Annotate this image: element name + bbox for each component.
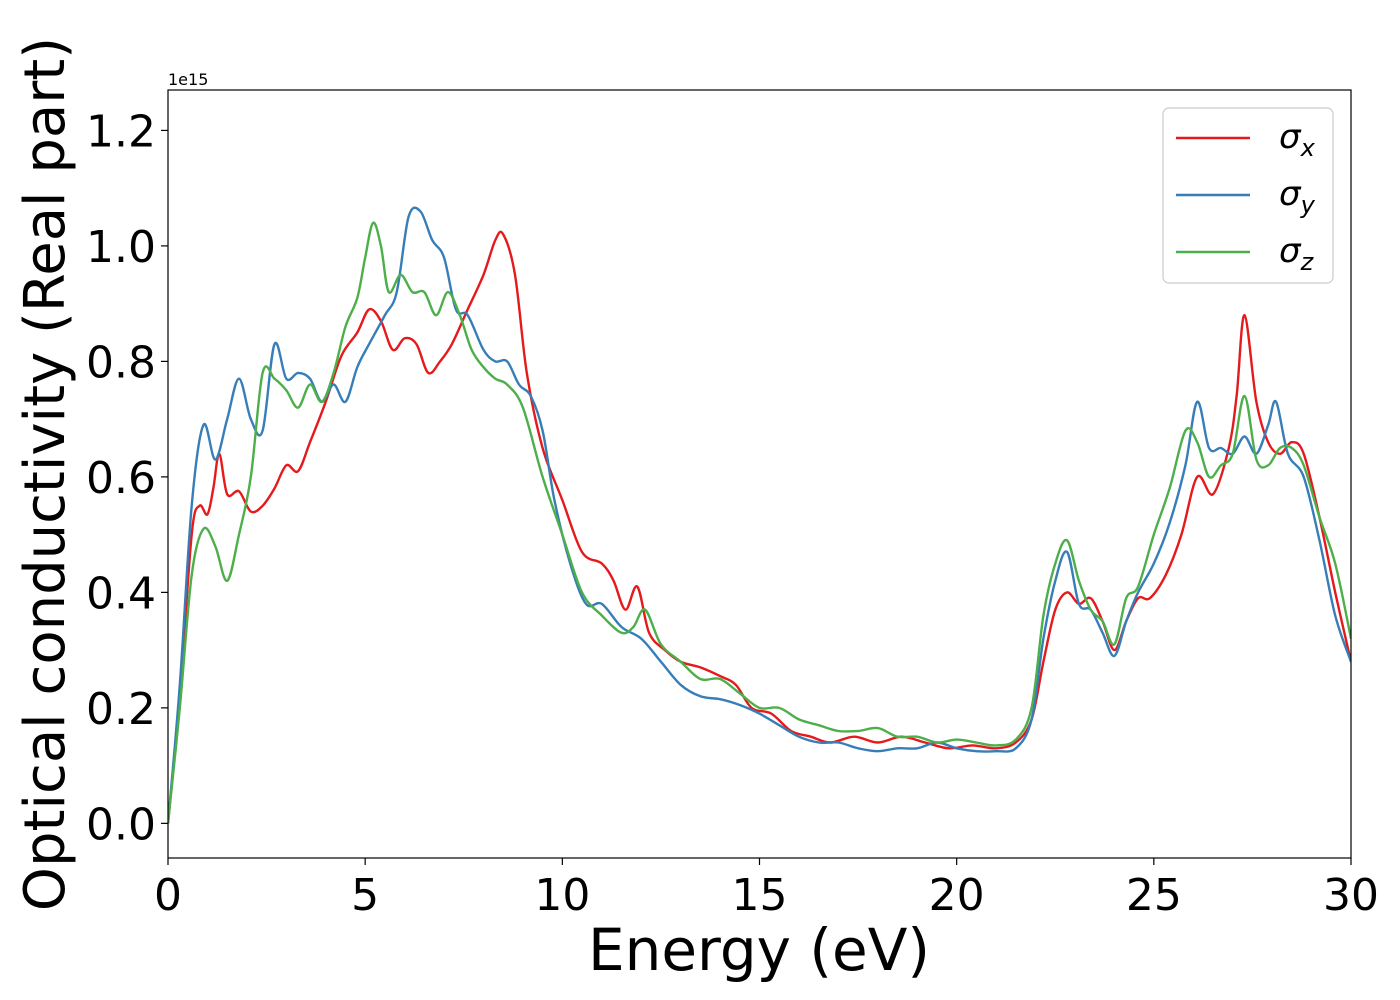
series-line-x: [168, 230, 1351, 824]
legend-label-y: σy: [1279, 174, 1316, 219]
x-tick-label: 20: [929, 870, 985, 921]
y-axis-title: Optical conductivity (Real part): [13, 37, 78, 911]
series-line-y: [168, 206, 1351, 824]
y-tick-label: 0.8: [86, 337, 156, 388]
y-tick-label: 1.0: [86, 222, 156, 273]
y-tick-label: 0.0: [86, 799, 156, 850]
y-tick-label: 0.6: [86, 453, 156, 504]
x-tick-label: 0: [154, 870, 182, 921]
y-tick-label: 1.2: [86, 106, 156, 157]
x-tick-label: 30: [1323, 870, 1379, 921]
y-offset-text: 1e15: [168, 70, 208, 89]
legend: σx σy σz: [1162, 107, 1334, 284]
series-layer: [168, 206, 1351, 824]
y-tick-label: 0.2: [86, 684, 156, 735]
tick-layer: 0 5 10 15 20 25 30 0.0 0.2 0.4 0.6 0.8 1.0 1.2: [86, 106, 1379, 921]
x-axis-title: Energy (eV): [588, 916, 930, 984]
legend-label-x: σx: [1279, 117, 1316, 162]
x-tick-label: 10: [534, 870, 590, 921]
y-tick-label: 0.4: [86, 568, 156, 619]
x-tick-label: 15: [732, 870, 788, 921]
legend-items: σx σy σz: [1176, 117, 1316, 276]
series-line-z: [168, 221, 1351, 824]
x-tick-label: 5: [351, 870, 379, 921]
legend-label-z: σz: [1279, 231, 1315, 276]
x-tick-label: 25: [1126, 870, 1182, 921]
